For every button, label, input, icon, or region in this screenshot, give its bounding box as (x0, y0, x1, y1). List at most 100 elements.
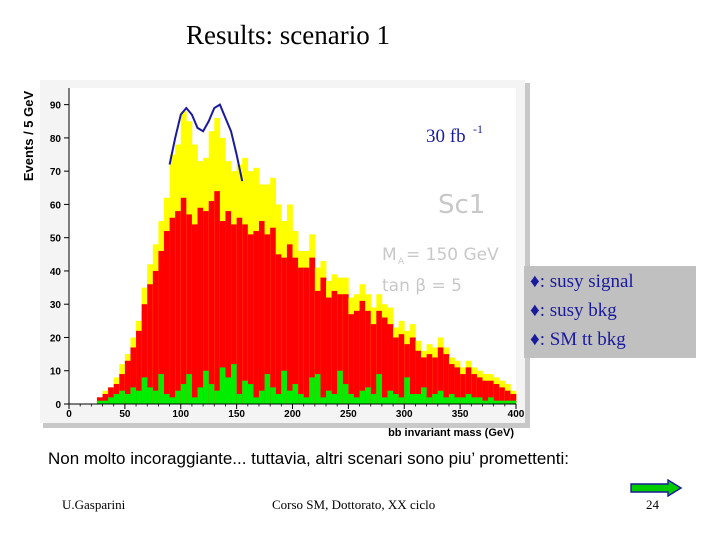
bar-susy-bkg (298, 267, 304, 404)
bar-susy-bkg (482, 380, 489, 404)
bar-sm-tt-bkg (387, 390, 394, 404)
bar-susy-bkg (404, 344, 411, 404)
bar-sm-tt-bkg (130, 387, 137, 404)
bar-susy-bkg (393, 337, 399, 404)
bar-susy-bkg (365, 310, 372, 404)
right-arrow-icon[interactable] (630, 479, 682, 497)
bar-susy-bkg (309, 257, 316, 404)
bar-susy-bkg (465, 367, 472, 404)
x-tick-label: 100 (172, 409, 189, 420)
bar-sm-tt-bkg (409, 394, 416, 404)
bar-susy-bkg (314, 290, 321, 404)
bar-sm-tt-bkg (504, 400, 511, 404)
bar-susy-bkg (270, 227, 277, 404)
bar-susy-bkg (510, 394, 517, 404)
bar-sm-tt-bkg (186, 374, 193, 404)
diamond-icon: ♦ (530, 271, 540, 292)
bar-susy-bkg (326, 297, 332, 404)
bar-sm-tt-bkg (331, 394, 338, 404)
bar-susy-bkg (203, 211, 209, 404)
bar-sm-tt-bkg (437, 390, 444, 404)
bar-susy-bkg (141, 304, 148, 404)
bar-susy-bkg (152, 270, 159, 404)
x-tick-label: 0 (66, 409, 72, 420)
bar-susy-bkg (488, 380, 494, 404)
bar-susy-bkg (180, 197, 187, 404)
bar-susy-bkg (124, 360, 131, 404)
bar-susy-bkg (493, 384, 500, 404)
footer-course: Corso SM, Dottorato, XX ciclo (272, 497, 436, 512)
bar-susy-bkg (264, 234, 271, 404)
bar-susy-bkg (102, 394, 109, 404)
page-number: 24 (646, 497, 659, 512)
bar-sm-tt-bkg (102, 400, 109, 404)
legend-label: : susy bkg (539, 300, 617, 321)
bar-sm-tt-bkg (443, 397, 450, 404)
bar-sm-tt-bkg (493, 400, 500, 404)
bar-sm-tt-bkg (292, 384, 299, 404)
bar-susy-bkg (359, 300, 366, 404)
bar-sm-tt-bkg (337, 370, 344, 404)
bar-sm-tt-bkg (320, 397, 327, 404)
bar-susy-bkg (225, 211, 232, 404)
bar-susy-bkg (214, 191, 221, 404)
bar-sm-tt-bkg (286, 390, 293, 404)
y-tick-label: 50 (50, 234, 62, 245)
bar-sm-tt-bkg (488, 397, 494, 404)
x-tick-label: 400 (508, 409, 525, 420)
bar-susy-bkg (253, 231, 260, 404)
y-axis-label: Events / 5 GeV (21, 90, 36, 182)
bar-susy-bkg (147, 284, 154, 404)
bar-susy-bkg (130, 347, 137, 404)
bar-susy-bkg (499, 387, 506, 404)
bar-sm-tt-bkg (113, 394, 120, 404)
bar-susy-bkg (108, 387, 114, 404)
y-tick-label: 40 (50, 267, 62, 278)
bar-susy-bkg (398, 334, 405, 404)
bar-susy-bkg (376, 310, 383, 404)
y-tick-label: 90 (50, 101, 62, 112)
luminosity-exponent: -1 (473, 122, 483, 136)
bar-susy-bkg (158, 250, 165, 404)
bar-sm-tt-bkg (124, 394, 131, 404)
bar-susy-bkg (443, 354, 450, 404)
bar-sm-tt-bkg (404, 377, 411, 404)
bar-susy-bkg (186, 214, 193, 404)
bar-sm-tt-bkg (482, 400, 489, 404)
bar-sm-tt-bkg (264, 374, 271, 404)
bar-susy-bkg (426, 354, 433, 404)
bar-susy-bkg (219, 221, 226, 404)
bar-susy-bkg (448, 364, 455, 404)
bar-sm-tt-bkg (393, 394, 399, 404)
bar-sm-tt-bkg (326, 390, 332, 404)
bar-sm-tt-bkg (158, 374, 165, 404)
bar-susy-bkg (119, 374, 126, 404)
bar-susy-bkg (437, 347, 444, 404)
fit-curve (168, 103, 244, 182)
bar-susy-bkg (281, 257, 288, 404)
bar-sm-tt-bkg (370, 394, 377, 404)
x-tick-label: 200 (284, 409, 301, 420)
legend-label: : SM tt bkg (539, 329, 626, 350)
bar-sm-tt-bkg (258, 390, 265, 404)
bar-sm-tt-bkg (242, 380, 249, 404)
x-axis-label: bb invariant mass (GeV) (388, 427, 514, 439)
bar-sm-tt-bkg (499, 400, 506, 404)
bar-sm-tt-bkg (359, 390, 366, 404)
bar-sm-tt-bkg (465, 394, 472, 404)
bar-susy-bkg (169, 217, 176, 404)
y-tick-label: 0 (55, 400, 61, 411)
bar-sm-tt-bkg (426, 397, 433, 404)
bar-sm-tt-bkg (108, 397, 114, 404)
bar-susy-bkg (471, 374, 478, 404)
bar-susy-bkg (409, 337, 416, 404)
bar-susy-bkg (353, 310, 360, 404)
y-tick-label: 60 (50, 200, 62, 211)
bar-sm-tt-bkg (415, 394, 422, 404)
bar-sm-tt-bkg (460, 397, 467, 404)
histogram-chart: 0 10 20 30 40 50 60 70 80 90 0 50 100 150 200 250 300 350… (40, 80, 530, 439)
bar-sm-tt-bkg (510, 400, 517, 404)
slide-title: Results: scenario 1 (186, 20, 390, 50)
x-tick-label: 350 (452, 409, 469, 420)
bar-susy-bkg (208, 201, 215, 404)
